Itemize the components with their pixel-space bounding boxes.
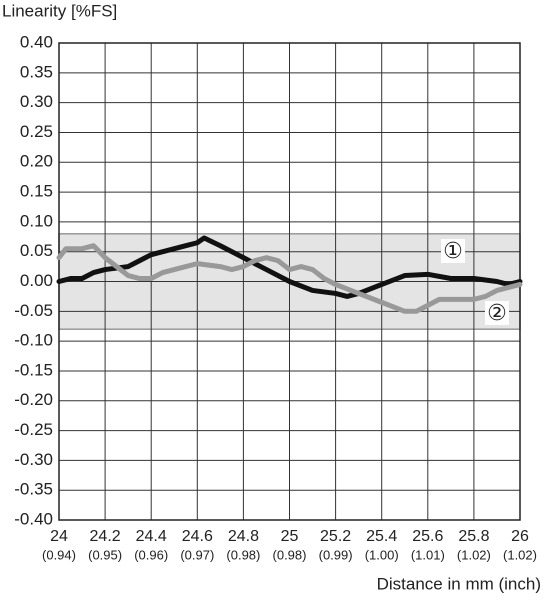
annotation-bg <box>485 301 509 325</box>
x2-tick-label: (0.99) <box>319 547 353 562</box>
x2-tick-label: (0.97) <box>180 547 214 562</box>
y-tick-label: 0.35 <box>20 62 53 81</box>
y-tick-label: 0.05 <box>20 241 53 260</box>
x-axis-title: Distance in mm (inch) <box>377 574 541 593</box>
y-tick-label: 0.25 <box>20 122 53 141</box>
x-tick-label: 26 <box>511 528 529 545</box>
y-tick-label: -0.10 <box>14 331 53 350</box>
series-line <box>56 243 523 314</box>
x-tick-label: 25 <box>281 528 299 545</box>
annotation-bg <box>441 239 465 263</box>
y-tick-label: -0.25 <box>14 420 53 439</box>
y-tick-label: 0.10 <box>20 211 53 230</box>
y-tick-label: -0.15 <box>14 360 53 379</box>
x2-tick-label: (0.94) <box>42 547 76 562</box>
series-annotation: ① <box>443 239 463 264</box>
y-axis-title: Linearity [%FS] <box>2 1 117 20</box>
x-tick-label: 24.2 <box>90 528 121 545</box>
x2-tick-label: (1.02) <box>503 547 537 562</box>
y-tick-label: -0.30 <box>14 450 53 469</box>
x2-tick-label: (1.02) <box>457 547 491 562</box>
y-tick-label: -0.05 <box>14 301 53 320</box>
x2-tick-label: (0.98) <box>273 547 307 562</box>
x-tick-label: 24.4 <box>136 528 167 545</box>
y-tick-label: -0.35 <box>14 480 53 499</box>
x2-tick-label: (0.96) <box>134 547 168 562</box>
x2-tick-label: (1.01) <box>411 547 445 562</box>
series-annotation: ② <box>487 301 507 326</box>
x-tick-label: 24.6 <box>182 528 213 545</box>
x2-tick-label: (0.95) <box>88 547 122 562</box>
x-tick-label: 24 <box>50 528 68 545</box>
y-tick-label: -0.20 <box>14 390 53 409</box>
y-tick-label: 0.15 <box>20 182 53 201</box>
y-tick-label: -0.40 <box>14 509 53 528</box>
y-tick-label: 0.30 <box>20 92 53 111</box>
x-tick-label: 25.6 <box>412 528 443 545</box>
x-tick-label: 24.8 <box>228 528 259 545</box>
x-tick-label: 25.8 <box>458 528 489 545</box>
x-tick-label: 25.4 <box>366 528 397 545</box>
x2-tick-label: (0.98) <box>226 547 260 562</box>
y-tick-label: 0.00 <box>20 271 53 290</box>
x2-tick-label: (1.00) <box>365 547 399 562</box>
x-tick-label: 25.2 <box>320 528 351 545</box>
y-tick-label: 0.20 <box>20 152 53 171</box>
y-tick-label: 0.40 <box>20 32 53 51</box>
